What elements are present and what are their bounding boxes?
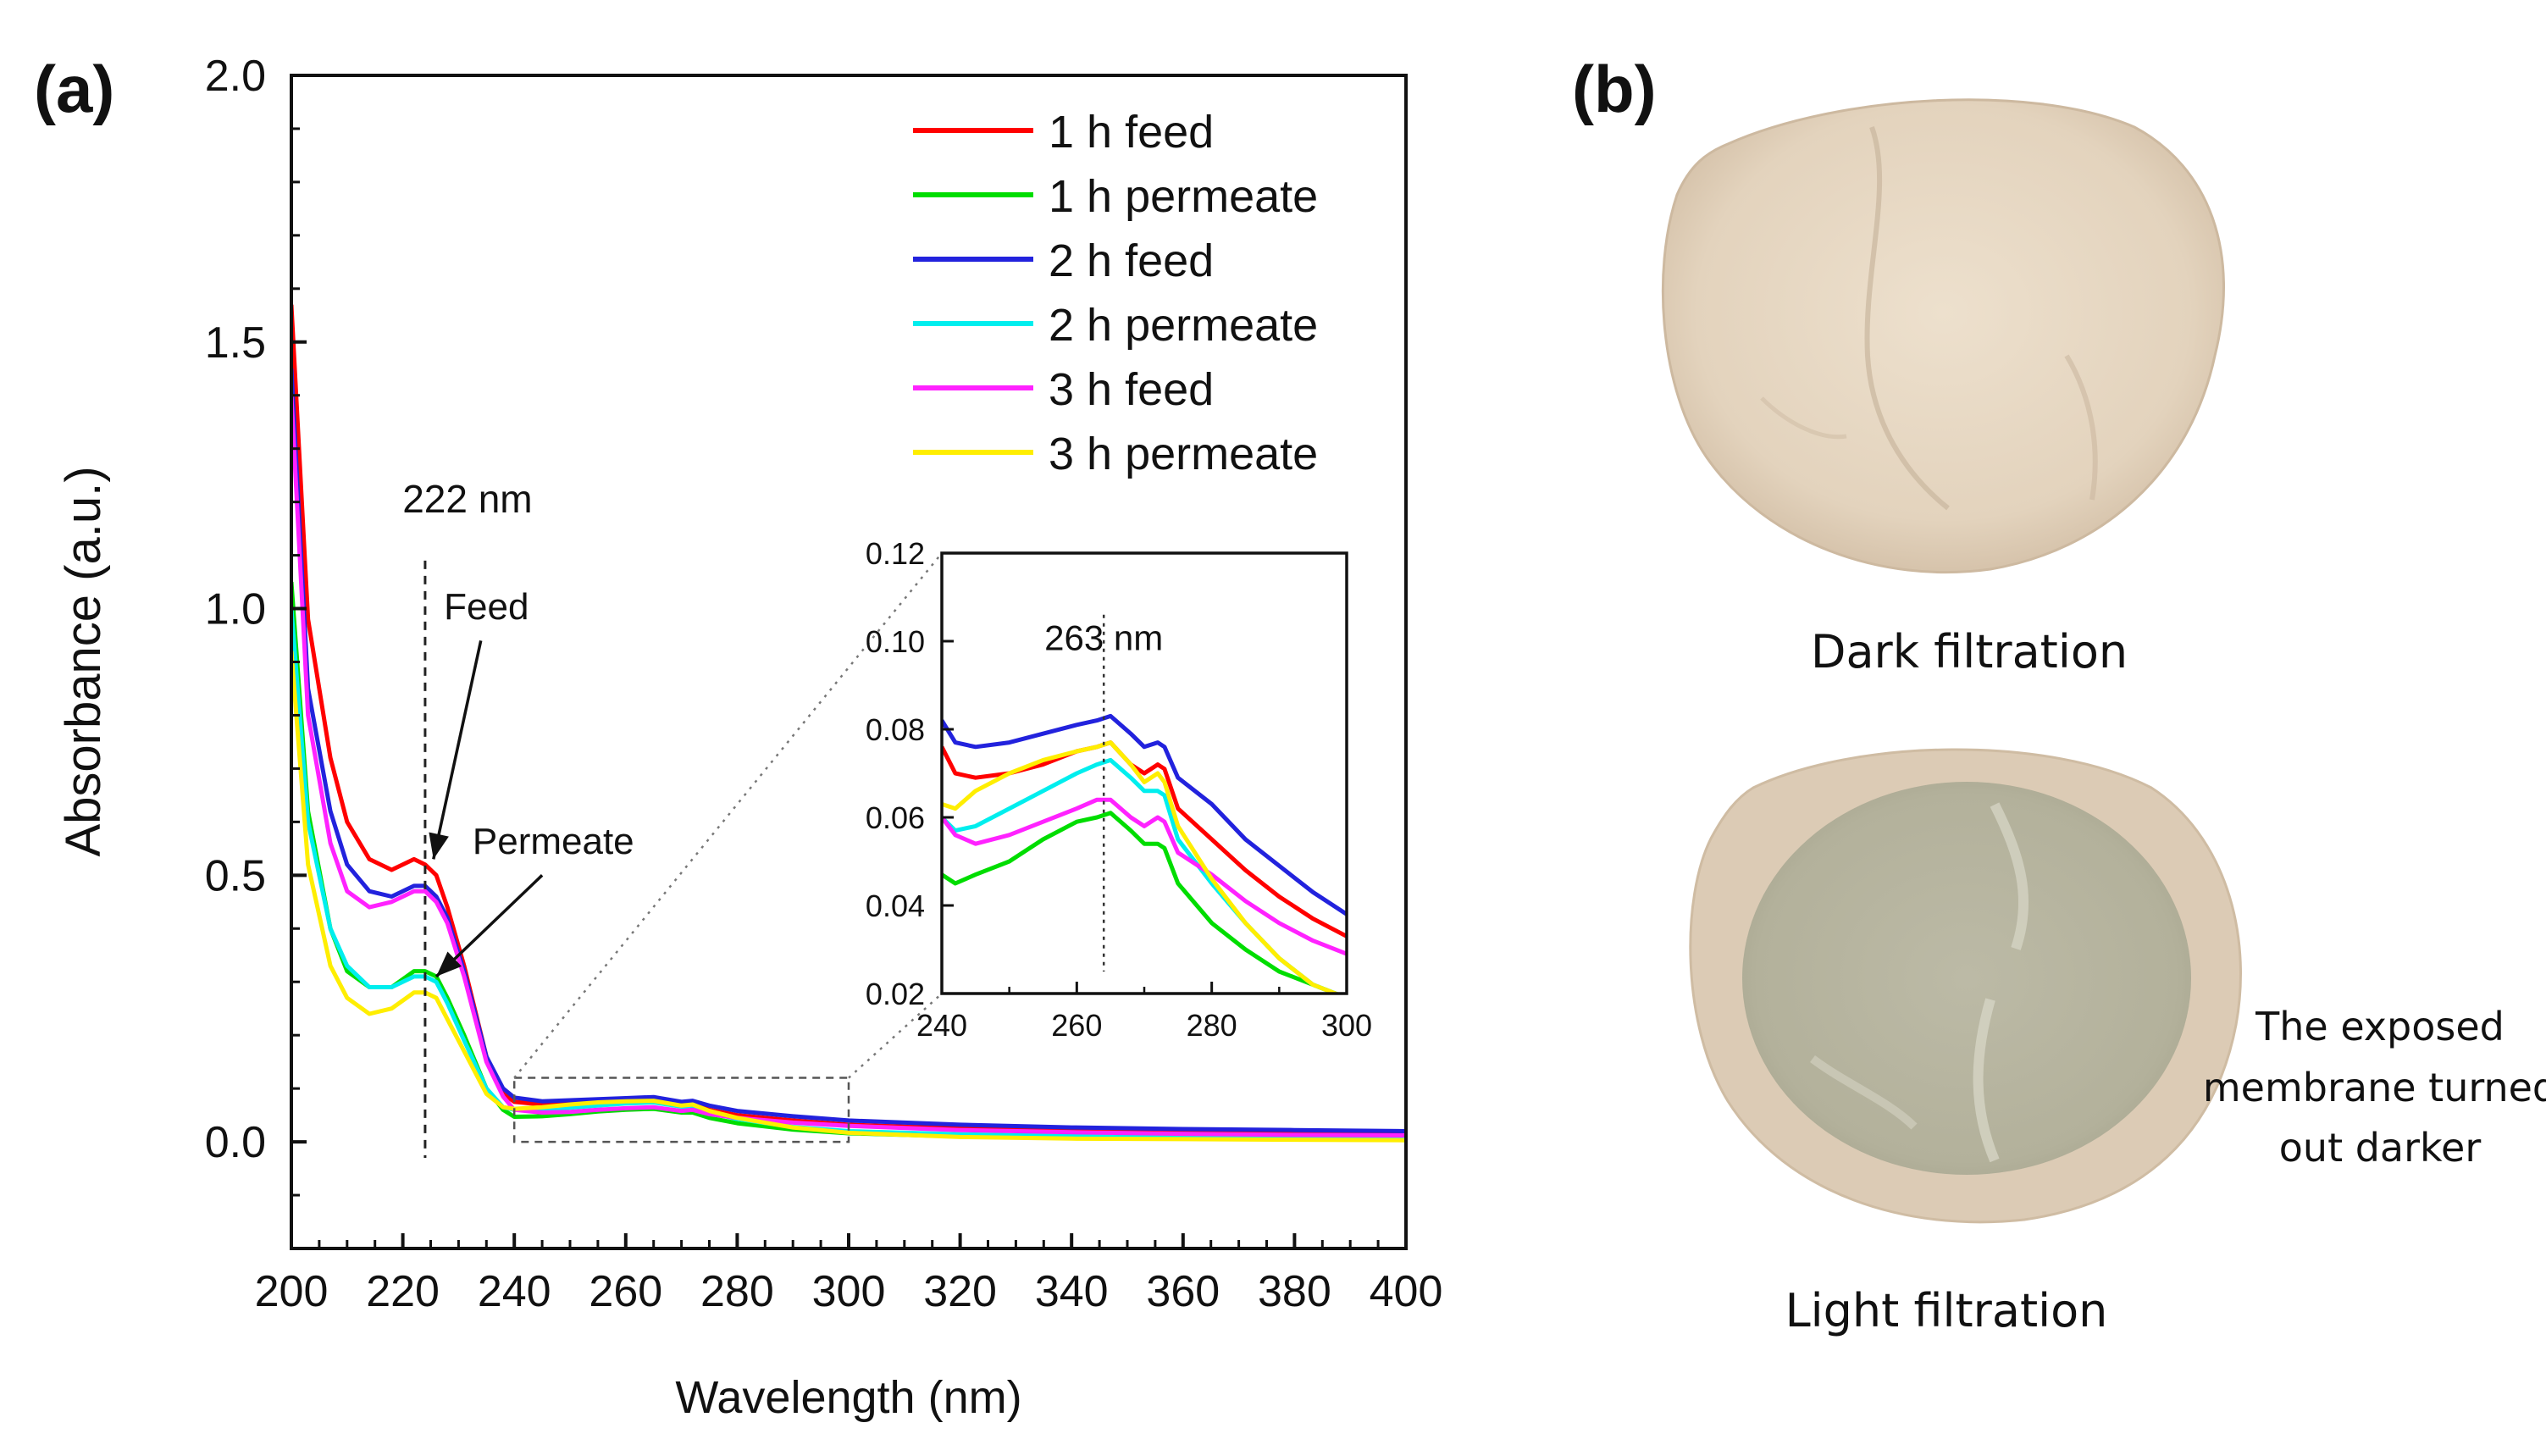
inset-peak-annotation: 263 nm xyxy=(1044,617,1163,657)
x-tick-label: 220 xyxy=(366,1267,440,1316)
y-tick-label: 1.0 xyxy=(205,585,266,634)
dark-membrane-fold xyxy=(1760,396,1847,440)
legend-label: 3 h permeate xyxy=(1049,429,1318,479)
panel-a-label: (a) xyxy=(34,52,114,126)
inset-chart: 240 260 280 300 0.02 0.04 0.06 0.08 0.10 0.12 263… xyxy=(866,536,1372,1043)
light-membrane-fold xyxy=(1973,998,2000,1163)
x-tick-label: 340 xyxy=(1035,1267,1109,1316)
inset-x-tick-label: 240 xyxy=(916,1008,967,1043)
x-axis-label: Wavelength (nm) xyxy=(675,1372,1021,1423)
y-tick-label: 1.5 xyxy=(205,318,266,368)
inset-y-tick-label: 0.12 xyxy=(866,536,925,571)
dark-membrane-fold xyxy=(2064,354,2098,501)
x-tick-label: 380 xyxy=(1258,1267,1331,1316)
inset-y-tick-label: 0.06 xyxy=(866,800,925,835)
inset-y-tick-label: 0.04 xyxy=(866,889,925,923)
inset-x-tick-label: 280 xyxy=(1187,1008,1237,1043)
y-axis-label: Absorbance (a.u.) xyxy=(56,466,111,856)
inset-series-line-1-h-permeate xyxy=(942,811,1342,994)
legend: 1 h feed 1 h permeate 2 h feed 2 h permeate… xyxy=(913,107,1318,479)
inset-series-line-3-h-permeate xyxy=(942,740,1342,994)
x-tick-label: 200 xyxy=(255,1267,329,1316)
exposed-note-line-1: The exposed xyxy=(2255,1004,2504,1049)
light-filtration-photo xyxy=(1689,748,2242,1224)
permeate-arrow-head xyxy=(436,951,462,977)
inset-y-tick-label: 0.08 xyxy=(866,712,925,747)
legend-label: 3 h feed xyxy=(1049,364,1214,415)
dark-membrane-fold xyxy=(1864,125,1950,511)
exposed-note-line-2: membrane turned xyxy=(2203,1065,2546,1110)
exposed-note-line-3: out darker xyxy=(2279,1125,2482,1171)
dark-filtration-caption: Dark filtration xyxy=(1811,625,2128,678)
x-tick-label: 360 xyxy=(1146,1267,1220,1316)
x-tick-label: 400 xyxy=(1370,1267,1443,1316)
dark-membrane-disc xyxy=(1661,98,2225,574)
inset-x-tick-label: 300 xyxy=(1321,1008,1372,1043)
feed-arrow xyxy=(432,639,483,860)
peak-annotation: 222 nm xyxy=(402,477,532,521)
exposed-membrane-area xyxy=(1742,782,2191,1175)
inset-y-tick-label: 0.02 xyxy=(866,977,925,1011)
x-tick-label: 240 xyxy=(478,1267,551,1316)
inset-x-tick-label: 260 xyxy=(1051,1008,1102,1043)
inset-series-line-2-h-feed xyxy=(942,713,1347,916)
panel-b-label: (b) xyxy=(1572,52,1657,126)
x-tick-label: 260 xyxy=(589,1267,662,1316)
light-membrane-fold xyxy=(1810,1055,1918,1130)
legend-label: 1 h permeate xyxy=(1049,171,1318,222)
y-tick-label: 2.0 xyxy=(205,52,266,101)
series-line-2-h-feed xyxy=(291,368,1406,1133)
dark-filtration-photo xyxy=(1661,98,2225,574)
series-line-3-h-permeate xyxy=(291,650,1406,1143)
permeate-annotation: Permeate xyxy=(473,821,634,862)
feed-arrow-head xyxy=(429,832,449,860)
legend-label: 2 h permeate xyxy=(1049,300,1318,351)
inset-series-line-3-h-feed xyxy=(942,797,1347,956)
y-tick-label: 0.0 xyxy=(205,1118,266,1167)
x-tick-label: 300 xyxy=(812,1267,886,1316)
legend-label: 2 h feed xyxy=(1049,235,1214,286)
light-filtration-caption: Light filtration xyxy=(1785,1284,2108,1337)
series-line-3-h-feed xyxy=(291,395,1406,1138)
x-tick-label: 280 xyxy=(700,1267,774,1316)
light-membrane-fold xyxy=(1990,802,2029,950)
legend-label: 1 h feed xyxy=(1049,107,1214,158)
y-tick-label: 0.5 xyxy=(205,851,266,900)
zoom-box xyxy=(512,1077,850,1143)
main-chart: 200 220 240 260 280 300 320 340 360 380 400 0.0 0.5 1… xyxy=(56,52,1442,1423)
x-tick-label: 320 xyxy=(923,1267,997,1316)
inset-y-tick-label: 0.10 xyxy=(866,624,925,659)
feed-annotation: Feed xyxy=(444,586,529,628)
